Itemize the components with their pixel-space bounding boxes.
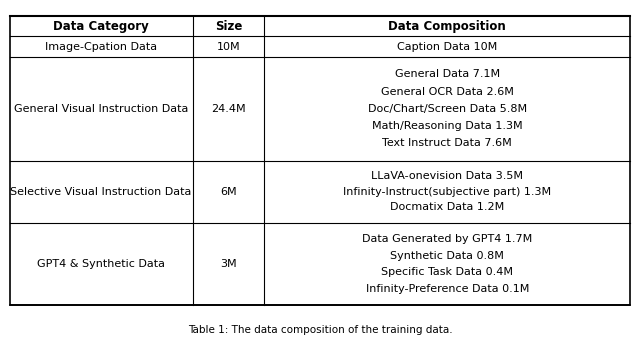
Text: Math/Reasoning Data 1.3M: Math/Reasoning Data 1.3M	[372, 121, 523, 131]
Text: Doc/Chart/Screen Data 5.8M: Doc/Chart/Screen Data 5.8M	[368, 104, 527, 114]
Text: GPT4 & Synthetic Data: GPT4 & Synthetic Data	[37, 259, 165, 269]
Text: Table 1: The data composition of the training data.: Table 1: The data composition of the tra…	[188, 325, 452, 335]
Text: Size: Size	[215, 20, 242, 32]
Text: Specific Task Data 0.4M: Specific Task Data 0.4M	[381, 267, 513, 277]
Text: General Visual Instruction Data: General Visual Instruction Data	[14, 104, 188, 114]
Text: General OCR Data 2.6M: General OCR Data 2.6M	[381, 87, 514, 97]
Text: Image-Cpation Data: Image-Cpation Data	[45, 42, 157, 52]
Text: Selective Visual Instruction Data: Selective Visual Instruction Data	[10, 187, 192, 196]
Text: General Data 7.1M: General Data 7.1M	[395, 69, 500, 79]
Text: 24.4M: 24.4M	[211, 104, 246, 114]
Text: Data Generated by GPT4 1.7M: Data Generated by GPT4 1.7M	[362, 234, 532, 244]
Text: Docmatix Data 1.2M: Docmatix Data 1.2M	[390, 202, 504, 212]
Text: 6M: 6M	[220, 187, 237, 196]
Text: Infinity-Preference Data 0.1M: Infinity-Preference Data 0.1M	[365, 284, 529, 294]
Text: 3M: 3M	[220, 259, 237, 269]
Text: Data Category: Data Category	[53, 20, 149, 32]
Text: Synthetic Data 0.8M: Synthetic Data 0.8M	[390, 251, 504, 261]
Text: 10M: 10M	[216, 42, 240, 52]
Text: Text Instruct Data 7.6M: Text Instruct Data 7.6M	[382, 138, 512, 148]
Text: Caption Data 10M: Caption Data 10M	[397, 42, 497, 52]
Text: Data Composition: Data Composition	[388, 20, 506, 32]
Bar	[10, 16, 630, 305]
Text: Infinity-Instruct(subjective part) 1.3M: Infinity-Instruct(subjective part) 1.3M	[343, 187, 551, 196]
Text: LLaVA-onevision Data 3.5M: LLaVA-onevision Data 3.5M	[371, 171, 524, 181]
